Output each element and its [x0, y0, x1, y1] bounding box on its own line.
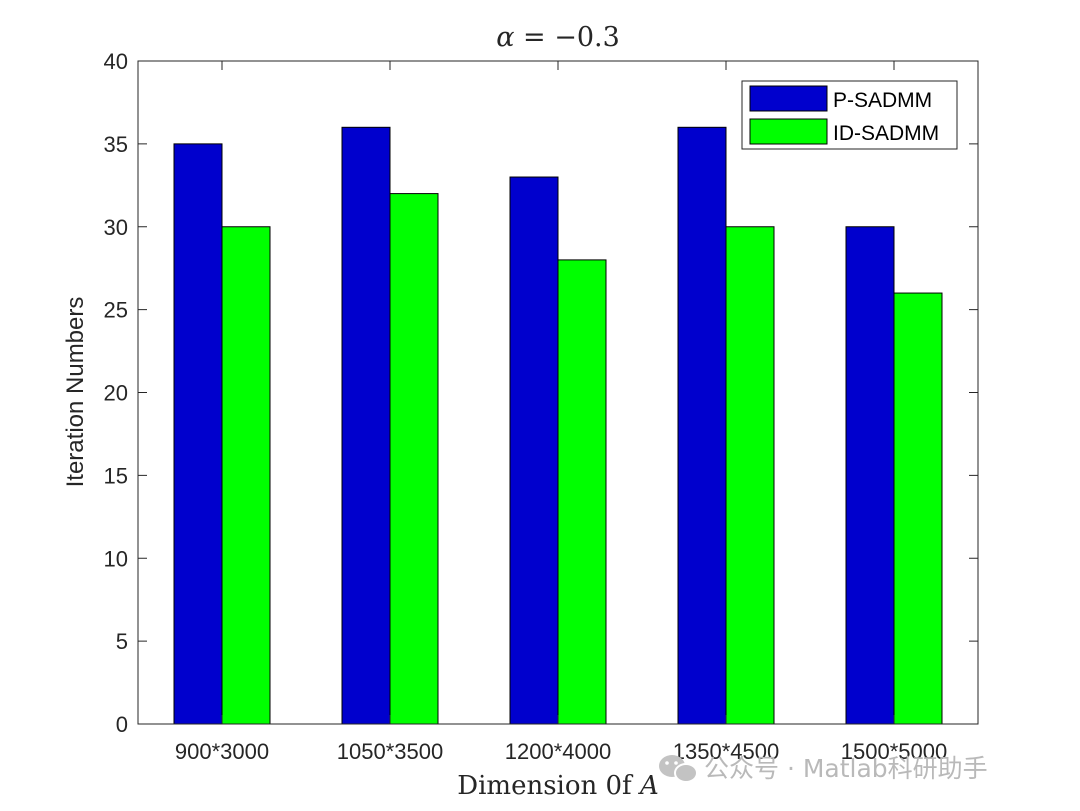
bar-p-sadmm-5 [845, 226, 895, 725]
x-axis-label-var: A [638, 771, 659, 801]
legend-label-id-sadmm: ID-SADMM [833, 122, 939, 145]
y-axis-ticks: 0 5 10 15 20 25 30 35 40 [104, 49, 978, 737]
x-axis-ticks: 900*3000 1050*3500 1200*4000 1350*4500 1500*… [175, 61, 947, 764]
bar-p-sadmm-1 [173, 143, 223, 725]
chart-title: α = −0.3 [496, 22, 620, 53]
y-tick-label: 0 [116, 712, 128, 737]
legend-label-p-sadmm: P-SADMM [833, 89, 932, 112]
y-axis-label: Iteration Numbers [62, 297, 89, 488]
title-value: = −0.3 [514, 22, 619, 53]
bar-p-sadmm-4 [677, 126, 727, 725]
legend: P-SADMM ID-SADMM [741, 80, 958, 150]
y-tick-label: 35 [104, 132, 128, 157]
bar-id-sadmm-3 [557, 259, 607, 725]
x-tick-label: 1200*4000 [505, 739, 611, 764]
x-tick-label: 1350*4500 [673, 739, 779, 764]
bar-p-sadmm-3 [509, 176, 559, 725]
y-tick-label: 25 [104, 298, 128, 323]
bar-id-sadmm-4 [725, 226, 775, 725]
y-tick-label: 15 [104, 463, 128, 488]
y-tick-label: 10 [104, 546, 128, 571]
y-tick-label: 5 [116, 629, 128, 654]
y-tick-label: 30 [104, 215, 128, 240]
y-tick-label: 20 [104, 381, 128, 406]
bars-group [173, 126, 943, 725]
bar-id-sadmm-2 [389, 193, 439, 725]
watermark-text: 公众号 · Matlab科研助手 [704, 754, 988, 783]
y-tick-label: 40 [104, 49, 128, 74]
x-axis-label-text: Dimension 0f [457, 771, 640, 801]
x-axis-label: Dimension 0f A [457, 771, 658, 801]
bar-p-sadmm-2 [341, 126, 391, 725]
x-tick-label: 1500*5000 [841, 739, 947, 764]
title-symbol: α [496, 22, 514, 53]
watermark: 公众号 · Matlab科研助手 [659, 754, 988, 783]
bar-id-sadmm-5 [893, 292, 943, 725]
x-tick-label: 900*3000 [175, 739, 269, 764]
x-tick-label: 1050*3500 [337, 739, 443, 764]
legend-swatch-p-sadmm [749, 85, 828, 112]
legend-swatch-id-sadmm [749, 118, 828, 145]
bar-id-sadmm-1 [221, 226, 271, 725]
wechat-icon [659, 755, 698, 783]
